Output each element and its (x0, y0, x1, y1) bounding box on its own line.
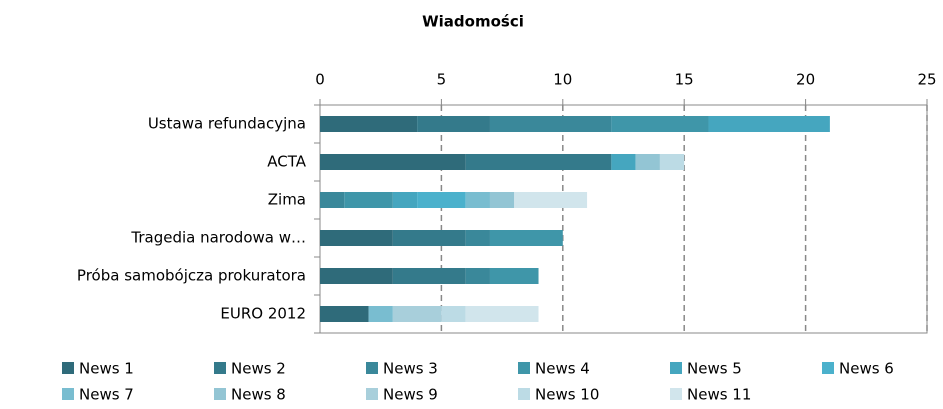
x-tick-label: 10 (553, 71, 572, 89)
legend-swatch (366, 362, 378, 374)
bar-segment (441, 306, 466, 322)
bar-segment (344, 192, 393, 208)
x-tick-label: 0 (315, 71, 325, 89)
legend-swatch (518, 388, 530, 400)
legend-swatch (822, 362, 834, 374)
bar-segment (489, 192, 515, 208)
plot-border (319, 104, 928, 334)
y-tick-label: EURO 2012 (220, 305, 306, 323)
x-tick-label: 15 (675, 71, 694, 89)
bar-segment (489, 230, 563, 246)
bar-segment (392, 306, 442, 322)
bar-segment (708, 116, 830, 132)
bar-segment (417, 192, 466, 208)
bar-segment (320, 192, 345, 208)
x-tick-label: 20 (796, 71, 815, 89)
bar-segment (635, 154, 660, 170)
legend-swatch (62, 388, 74, 400)
legend-label: News 8 (231, 386, 286, 404)
x-tick-label: 5 (437, 71, 447, 89)
legend-label: News 5 (687, 360, 742, 378)
legend-swatch (214, 362, 226, 374)
bar-segment (465, 306, 539, 322)
bar-segment (659, 154, 685, 170)
bar-segment (320, 230, 393, 246)
legend-label: News 10 (535, 386, 599, 404)
bar-segment (320, 116, 418, 132)
y-tick-label: Zima (268, 191, 306, 209)
legend-swatch (670, 388, 682, 400)
legend-label: News 2 (231, 360, 286, 378)
bar-segment (489, 116, 612, 132)
bar-segment (514, 192, 588, 208)
legend-swatch (366, 388, 378, 400)
bar-segment (489, 268, 539, 284)
legend-label: News 4 (535, 360, 590, 378)
bar-segment (320, 154, 466, 170)
y-tick-label: Ustawa refundacyjna (148, 115, 306, 133)
bar-segment (611, 116, 709, 132)
legend-label: News 9 (383, 386, 438, 404)
y-tick-label: Tragedia narodowa w… (130, 229, 306, 247)
bar-segment (320, 306, 369, 322)
bar-segment (465, 154, 612, 170)
legend-label: News 7 (79, 386, 134, 404)
legend-label: News 11 (687, 386, 751, 404)
bar-segment (465, 268, 490, 284)
y-tick-label: Próba samobójcza prokuratora (77, 267, 306, 285)
bar-segment (392, 192, 418, 208)
chart-title: Wiadomości (422, 13, 524, 31)
legend-label: News 6 (839, 360, 894, 378)
legend-label: News 3 (383, 360, 438, 378)
legend-swatch (62, 362, 74, 374)
y-tick-label: ACTA (267, 153, 306, 171)
bar-segment (368, 306, 393, 322)
bar-segment (465, 230, 490, 246)
x-tick-label: 25 (917, 71, 936, 89)
bar-segment (611, 154, 636, 170)
bar-segment (417, 116, 490, 132)
bar-segment (392, 230, 466, 246)
legend-swatch (518, 362, 530, 374)
bar-segment (465, 192, 490, 208)
legend-label: News 1 (79, 360, 134, 378)
bar-segment (320, 268, 393, 284)
legend-swatch (670, 362, 682, 374)
legend-swatch (214, 388, 226, 400)
bar-segment (392, 268, 466, 284)
